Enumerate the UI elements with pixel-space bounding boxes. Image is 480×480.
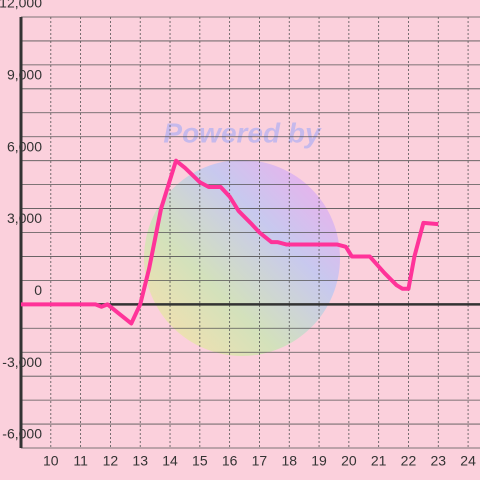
watermark-text: Powered by [163,117,322,148]
x-tick-label: 20 [341,453,357,469]
x-tick-label: 17 [252,453,268,469]
line [21,158,439,326]
x-tick-label: 21 [371,453,387,469]
y-tick-label: 9,000 [7,67,42,83]
y-tick-label: 6,000 [7,138,42,154]
x-tick-label: 14 [162,453,178,469]
y-tick-label: 12,000 [0,0,42,11]
x-tick-label: 15 [192,453,208,469]
x-tick-label: 22 [401,453,417,469]
x-tick-label: 11 [73,453,88,469]
x-tick-label: 18 [281,453,297,469]
x-tick-label: 23 [430,453,446,469]
y-tick-label: 3,000 [7,210,42,226]
x-tick-label: 13 [132,453,148,469]
y-tick-label: 0 [34,282,42,298]
x-tick-label: 19 [311,453,327,469]
x-tick-label: 12 [103,453,119,469]
x-tick-label: 24 [460,453,476,469]
x-tick-label: 16 [222,453,238,469]
x-tick-label: 10 [43,453,59,469]
watermark-logo [144,160,340,356]
